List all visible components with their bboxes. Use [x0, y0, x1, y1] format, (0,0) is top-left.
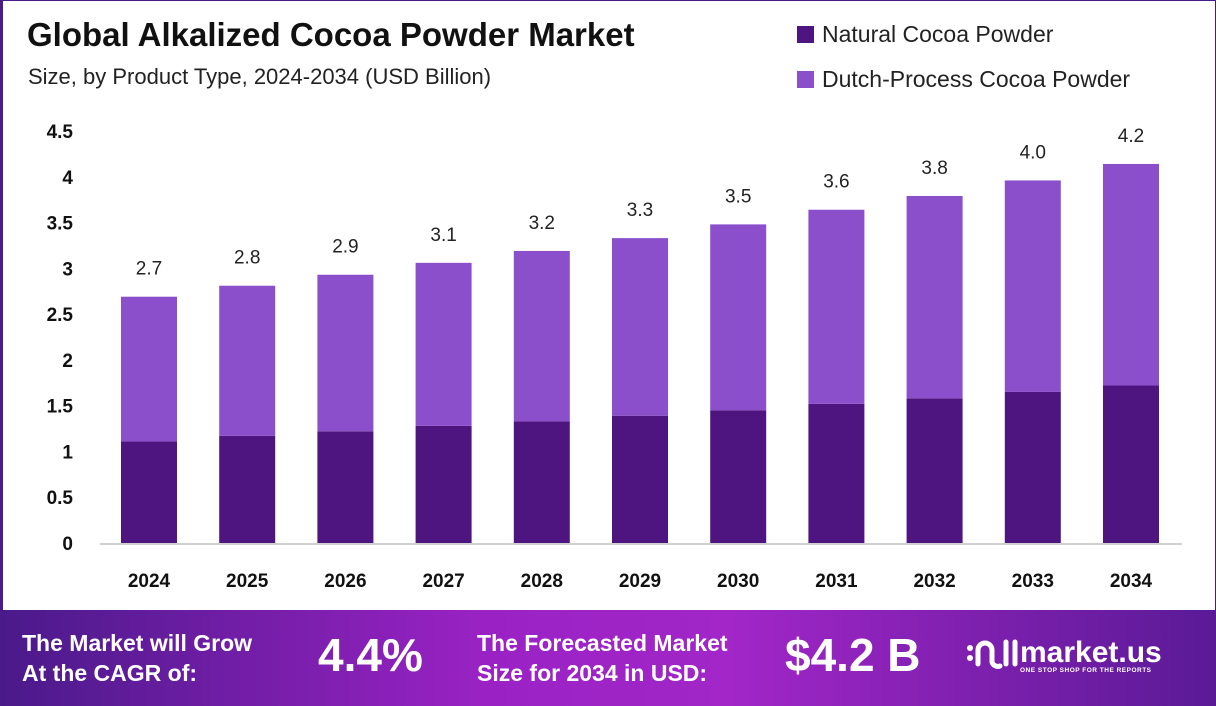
total-data-label: 2.9: [332, 237, 358, 258]
bar-segment-dutch: [219, 285, 276, 436]
legend: Natural Cocoa Powder Dutch-Process Cocoa…: [797, 12, 1130, 102]
bar-segment-natural: [121, 441, 177, 543]
chart-title: Global Alkalized Cocoa Powder Market: [27, 16, 635, 53]
chart-subtitle: Size, by Product Type, 2024-2034 (USD Bi…: [28, 64, 492, 89]
bar-segment-natural: [710, 410, 767, 543]
bar-segment-dutch: [906, 196, 963, 399]
total-data-label: 4.2: [1118, 126, 1144, 147]
bar-segment-dutch: [710, 224, 767, 411]
total-data-label: 4.0: [1020, 142, 1046, 163]
y-tick-label: 0: [62, 534, 73, 555]
bar-segment-natural: [513, 421, 570, 543]
brand-tagline: ONE STOP SHOP FOR THE REPORTS: [1020, 666, 1152, 674]
bar-segment-dutch: [317, 274, 374, 432]
x-tick-label: 2034: [1110, 571, 1153, 592]
total-data-label: 3.8: [921, 158, 947, 179]
total-data-label: 3.6: [823, 172, 849, 193]
y-tick-label: 4.5: [47, 122, 74, 143]
x-tick-label: 2033: [1012, 571, 1054, 592]
total-data-label: 3.5: [725, 186, 751, 207]
bar-segment-natural: [317, 431, 374, 543]
y-tick-label: 0.5: [47, 488, 74, 509]
x-tick-label: 2032: [913, 571, 955, 592]
total-data-label: 3.2: [529, 213, 555, 234]
bar-segment-natural: [415, 425, 472, 543]
forecast-label-line: Size for 2034 in USD:: [477, 660, 708, 686]
total-data-label: 3.1: [430, 225, 456, 246]
total-data-label: 3.3: [627, 200, 653, 221]
y-tick-label: 3.5: [47, 214, 74, 235]
footer-banner: The Market will Grow At the CAGR of: 4.4…: [0, 610, 1216, 706]
x-tick-label: 2029: [619, 571, 661, 592]
total-data-label: 2.7: [136, 259, 162, 280]
bar-segment-dutch: [513, 250, 570, 422]
x-tick-label: 2025: [226, 571, 269, 592]
legend-label: Natural Cocoa Powder: [822, 21, 1054, 47]
bar-segment-natural: [219, 435, 276, 543]
bar-segment-dutch: [1103, 163, 1159, 386]
y-tick-label: 3: [62, 259, 73, 280]
bar-segment-dutch: [612, 238, 668, 416]
bar-segment-natural: [808, 403, 865, 543]
bar-segment-dutch: [121, 296, 177, 442]
bar-segment-dutch: [1004, 180, 1061, 392]
legend-swatch: [797, 26, 814, 43]
bar-segment-natural: [906, 398, 963, 543]
y-tick-label: 2.5: [47, 305, 74, 326]
bar-segment-natural: [1103, 385, 1159, 543]
x-tick-label: 2024: [128, 571, 171, 592]
cagr-label-line: The Market will Grow: [22, 630, 253, 656]
cagr-label-line: At the CAGR of:: [22, 660, 198, 686]
x-tick-label: 2031: [815, 571, 858, 592]
x-tick-label: 2028: [521, 571, 563, 592]
y-tick-label: 4: [62, 168, 73, 189]
bar-segment-dutch: [415, 262, 472, 426]
legend-item-natural: Natural Cocoa Powder: [797, 12, 1130, 57]
cagr-label: The Market will Grow At the CAGR of:: [22, 628, 252, 688]
y-tick-label: 2: [62, 351, 73, 372]
legend-swatch: [797, 71, 814, 88]
market-us-logo: market.us ONE STOP SHOP FOR THE REPORTS: [964, 634, 1162, 678]
bar-segment-natural: [1004, 391, 1061, 543]
cagr-value: 4.4%: [318, 629, 423, 681]
forecast-label: The Forecasted Market Size for 2034 in U…: [477, 628, 728, 688]
forecast-value: $4.2 B: [785, 629, 921, 681]
bar-segment-natural: [612, 415, 668, 543]
x-tick-label: 2026: [324, 571, 366, 592]
logo-icon: [967, 639, 1018, 669]
x-tick-label: 2027: [422, 571, 464, 592]
bar-segment-dutch: [808, 209, 865, 404]
total-data-label: 2.8: [234, 248, 260, 269]
bar-chart: 0 0.5 1 1.5 2 2.5 3 3.5 4 4.5 2.7 2024 2.8 2025 2.9 202…: [47, 122, 1182, 592]
x-tick-label: 2030: [717, 571, 759, 592]
y-tick-label: 1.5: [47, 397, 74, 418]
legend-label: Dutch-Process Cocoa Powder: [822, 66, 1131, 92]
y-tick-label: 1: [62, 442, 73, 463]
brand-name: market.us: [1020, 635, 1162, 669]
legend-item-dutch: Dutch-Process Cocoa Powder: [797, 57, 1130, 102]
forecast-label-line: The Forecasted Market: [477, 630, 728, 656]
